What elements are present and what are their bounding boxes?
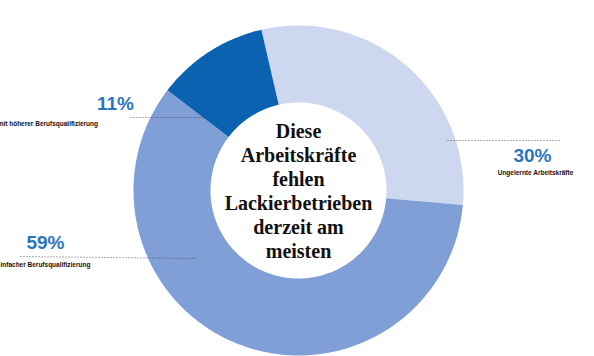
svg-text:30%: 30% [513, 145, 551, 166]
svg-text:11%: 11% [97, 93, 134, 114]
svg-text:59%: 59% [26, 232, 64, 253]
svg-text:Ungelernte Arbeitskräfte: Ungelernte Arbeitskräfte [498, 169, 574, 177]
svg-text:Fachkräfte mit höherer Berufsq: Fachkräfte mit höherer Berufsqualifizier… [0, 120, 98, 128]
svg-text:DieseArbeitskräftefehlenLackie: DieseArbeitskräftefehlenLackierbetrieben… [225, 120, 373, 262]
svg-text:Fachkräfte mit einfacher Beruf: Fachkräfte mit einfacher Berufsqualifizi… [0, 261, 90, 269]
